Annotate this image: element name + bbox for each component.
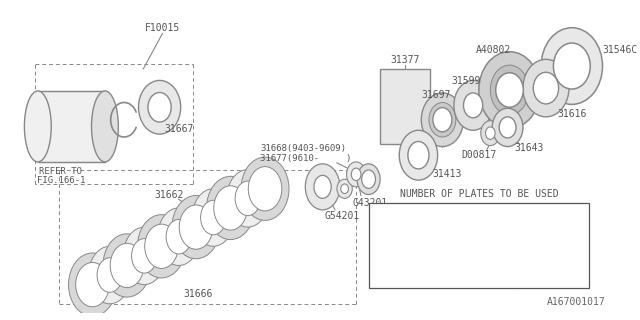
Ellipse shape — [351, 168, 361, 180]
Ellipse shape — [227, 170, 269, 227]
Ellipse shape — [340, 184, 348, 194]
Bar — [38, 91, 105, 162]
Ellipse shape — [305, 164, 340, 210]
Ellipse shape — [138, 215, 186, 278]
Ellipse shape — [429, 102, 456, 137]
Text: 31413: 31413 — [433, 169, 462, 180]
Ellipse shape — [499, 117, 516, 138]
Text: 31666: 31666 — [183, 289, 212, 299]
Ellipse shape — [523, 59, 569, 117]
Ellipse shape — [490, 65, 529, 115]
Text: 31377: 31377 — [390, 55, 420, 65]
Ellipse shape — [123, 227, 165, 284]
Ellipse shape — [314, 175, 331, 198]
Text: A40802: A40802 — [476, 45, 511, 55]
Text: 31643: 31643 — [514, 143, 543, 154]
Ellipse shape — [346, 162, 365, 187]
Ellipse shape — [214, 186, 247, 230]
Text: D00817: D00817 — [461, 150, 497, 160]
Text: G54201: G54201 — [324, 211, 360, 220]
Ellipse shape — [248, 167, 282, 211]
Ellipse shape — [357, 164, 380, 195]
Text: USE 6 PCS (9403-9503): USE 6 PCS (9403-9503) — [372, 213, 485, 222]
Ellipse shape — [103, 234, 151, 297]
Ellipse shape — [533, 72, 559, 104]
Text: 31667: 31667 — [164, 124, 193, 134]
Ellipse shape — [157, 208, 200, 266]
Ellipse shape — [192, 189, 234, 246]
Text: 2200CC: 2200CC — [535, 226, 570, 236]
Ellipse shape — [481, 121, 500, 146]
Ellipse shape — [24, 91, 51, 162]
Ellipse shape — [132, 239, 157, 273]
Text: 2500CC: 2500CC — [535, 268, 570, 278]
Ellipse shape — [241, 157, 289, 220]
Ellipse shape — [179, 205, 212, 249]
Ellipse shape — [421, 93, 463, 147]
Ellipse shape — [433, 108, 452, 132]
Ellipse shape — [68, 253, 116, 316]
Text: 31662: 31662 — [154, 189, 184, 199]
Ellipse shape — [399, 130, 438, 180]
Ellipse shape — [486, 127, 495, 140]
Ellipse shape — [492, 108, 523, 147]
Ellipse shape — [76, 262, 109, 307]
Ellipse shape — [88, 246, 131, 304]
Ellipse shape — [479, 52, 540, 128]
Ellipse shape — [200, 200, 226, 235]
Text: NUMBER OF PLATES TO BE USED: NUMBER OF PLATES TO BE USED — [399, 188, 558, 198]
Ellipse shape — [337, 179, 352, 198]
Text: F10015: F10015 — [145, 23, 180, 33]
Ellipse shape — [496, 73, 524, 107]
Text: 31599: 31599 — [452, 76, 481, 86]
Text: USE 6 PCS: USE 6 PCS — [372, 269, 420, 278]
Text: G43201: G43201 — [353, 198, 388, 208]
Ellipse shape — [454, 80, 492, 130]
Ellipse shape — [92, 91, 118, 162]
Text: 31616: 31616 — [557, 109, 587, 119]
Text: FIG.166-1: FIG.166-1 — [36, 176, 85, 185]
Ellipse shape — [362, 170, 376, 188]
Ellipse shape — [207, 176, 255, 240]
Ellipse shape — [148, 92, 171, 122]
Ellipse shape — [166, 220, 191, 254]
Text: 31668(9403-9609): 31668(9403-9609) — [260, 144, 346, 153]
Bar — [369, 203, 589, 287]
Text: A167001017: A167001017 — [547, 297, 605, 307]
Ellipse shape — [97, 258, 122, 292]
Ellipse shape — [110, 243, 144, 288]
Ellipse shape — [554, 43, 590, 89]
Ellipse shape — [408, 141, 429, 169]
Ellipse shape — [235, 181, 260, 216]
Bar — [380, 69, 430, 144]
Ellipse shape — [463, 93, 483, 118]
Text: 31677(9610-     ): 31677(9610- ) — [260, 154, 351, 163]
Ellipse shape — [145, 224, 179, 268]
Text: USE 5 PCS (9504-    ): USE 5 PCS (9504- ) — [372, 241, 485, 250]
Ellipse shape — [138, 80, 180, 134]
Ellipse shape — [541, 28, 602, 104]
Text: 31697: 31697 — [421, 90, 451, 100]
Text: 31546C: 31546C — [602, 45, 637, 55]
Ellipse shape — [172, 196, 220, 259]
Text: REFER TO: REFER TO — [39, 167, 83, 176]
